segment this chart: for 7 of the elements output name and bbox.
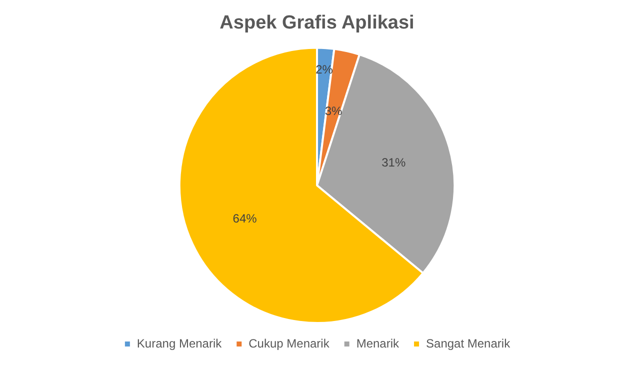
legend-label: Sangat Menarik bbox=[426, 336, 512, 350]
legend-label: Cukup Menarik bbox=[248, 336, 330, 350]
legend-label: Kurang Menarik bbox=[136, 336, 223, 350]
data-label: 64% bbox=[232, 212, 258, 226]
legend-label: Menarik bbox=[356, 336, 400, 350]
data-label: 31% bbox=[382, 155, 406, 170]
chart-title: Aspek Grafis Aplikasi bbox=[220, 12, 414, 34]
